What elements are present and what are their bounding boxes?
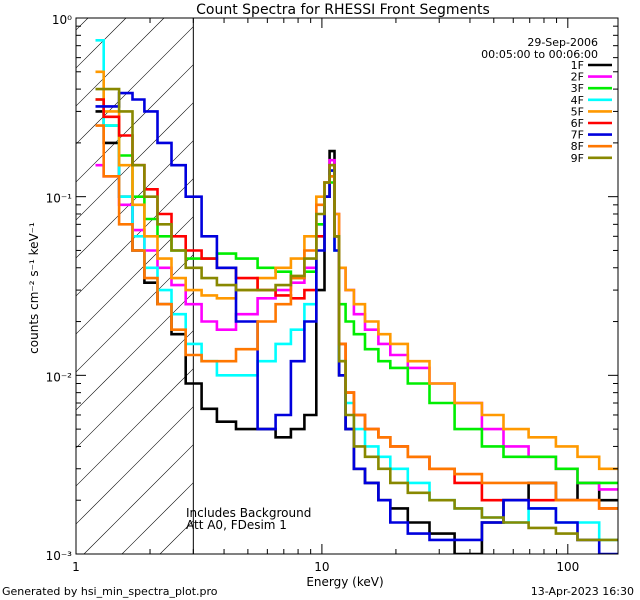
series-layer <box>95 39 618 554</box>
legend-time-range: 00:05:00 to 00:06:00 <box>481 48 598 61</box>
legend-label-6F: 6F <box>571 117 584 130</box>
legend-label-8F: 8F <box>571 140 584 153</box>
legend-label-3F: 3F <box>571 82 584 95</box>
x-tick-label: 1 <box>72 560 80 574</box>
y-tick-label: 10⁻¹ <box>46 192 73 206</box>
plot-frame <box>75 17 619 555</box>
hatch-line <box>83 444 194 554</box>
legend-label-4F: 4F <box>571 94 584 107</box>
hatch-line <box>76 254 194 373</box>
hatch-line <box>76 216 194 335</box>
hatch-line <box>76 64 194 183</box>
footer-generated-by: Generated by hsi_min_spectra_plot.pro <box>2 585 218 598</box>
legend-label-5F: 5F <box>571 105 584 118</box>
y-axis-label: counts cm⁻² s⁻¹ keV⁻¹ <box>27 222 41 354</box>
legend-label-7F: 7F <box>571 129 584 142</box>
x-tick-labels: 1 10 100 <box>72 560 579 574</box>
x-tick-label: 10 <box>314 560 329 574</box>
y-tick-label: 10⁻² <box>46 370 73 384</box>
legend-date: 29-Sep-2006 <box>527 36 598 49</box>
y-tick-label: 10⁰ <box>52 13 72 27</box>
chart-title: Count Spectra for RHESSI Front Segments <box>196 2 490 18</box>
hatch-line <box>76 406 194 525</box>
legend-label-9F: 9F <box>571 152 584 165</box>
legend-label-1F: 1F <box>571 59 584 72</box>
hatch-line <box>76 102 194 221</box>
legend-label-2F: 2F <box>571 71 584 84</box>
x-axis-label: Energy (keV) <box>306 575 383 589</box>
hatch-line <box>76 178 194 297</box>
axis-ticks <box>75 17 618 555</box>
hatch-line <box>76 368 194 487</box>
series-line-9F <box>95 87 618 542</box>
footer-timestamp: 13-Apr-2023 16:30 <box>531 585 634 598</box>
annotation-attenuator: Att A0, FDesim 1 <box>186 518 287 532</box>
y-tick-label: 10⁻³ <box>46 549 73 563</box>
annotation-background: Includes Background <box>186 506 311 520</box>
x-tick-label: 100 <box>556 560 579 574</box>
y-tick-labels: 10⁰ 10⁻¹ 10⁻² 10⁻³ <box>46 13 73 563</box>
